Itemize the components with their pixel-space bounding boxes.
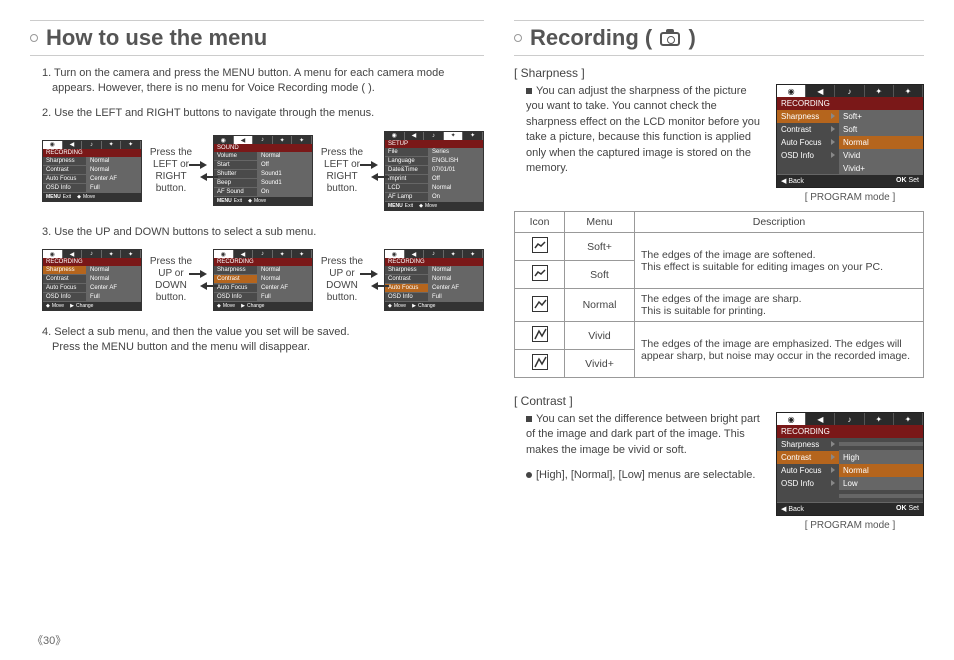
mini-menu-setup: ◉◀♪✦✦ SETUP FileSeries LanguageENGLISH D… <box>384 131 484 211</box>
soft-icon <box>532 265 548 281</box>
arrows-lr-1 <box>200 161 207 181</box>
mini-menu-sound: ◉◀♪✦✦ SOUND VolumeNormal StartOff Shutte… <box>213 135 313 206</box>
title-recording: Recording ( ) <box>514 20 924 56</box>
step-2: 2. Use the LEFT and RIGHT buttons to nav… <box>42 106 484 121</box>
arrows-ud-1 <box>200 270 207 290</box>
sharpness-menu: ◉◀♪✦✦ RECORDING SharpnessSoft+ ContrastS… <box>776 84 924 188</box>
td-soft-desc: The edges of the image are softened. Thi… <box>635 233 924 289</box>
td-vividplus: Vivid+ <box>565 350 635 378</box>
sharpness-caption: [ PROGRAM mode ] <box>776 192 924 203</box>
sharpness-heading: [ Sharpness ] <box>514 66 924 80</box>
td-soft: Soft <box>565 261 635 289</box>
title-bullet-r <box>514 34 522 42</box>
step-4: 4. Select a sub menu, and then the value… <box>42 325 484 355</box>
title-bullet <box>30 34 38 42</box>
sharpness-menu-wrap: ◉◀♪✦✦ RECORDING SharpnessSoft+ ContrastS… <box>776 84 924 203</box>
td-normal-desc: The edges of the image are sharp. This i… <box>635 289 924 322</box>
th-menu: Menu <box>565 212 635 233</box>
arrows-ud-2 <box>371 270 378 290</box>
normal-icon <box>532 296 548 312</box>
mini-menu-rec-a: ◉◀♪✦✦ RECORDING SharpnessNormal Contrast… <box>42 249 142 311</box>
mini-menu-rec-b: ◉◀♪✦✦ RECORDING SharpnessNormal Contrast… <box>213 249 313 311</box>
step-3: 3. Use the UP and DOWN buttons to select… <box>42 225 484 240</box>
th-desc: Description <box>635 212 924 233</box>
title-text-right: Recording ( ) <box>530 25 696 51</box>
note-lr-2: Press the LEFT or RIGHT button. <box>319 147 365 195</box>
title-text-left: How to use the menu <box>46 25 267 51</box>
note-ud-2: Press the UP or DOWN button. <box>319 256 365 304</box>
td-vivid: Vivid <box>565 322 635 350</box>
title-how-to: How to use the menu <box>30 20 484 56</box>
camera-icon <box>660 32 680 46</box>
screenshot-row-1: ◉◀♪✦✦ RECORDING SharpnessNormal Contrast… <box>42 131 484 211</box>
note-ud-1: Press the UP or DOWN button. <box>148 256 194 304</box>
contrast-heading: [ Contrast ] <box>514 394 924 408</box>
sharpness-row: You can adjust the sharpness of the pict… <box>514 84 924 203</box>
td-normal: Normal <box>565 289 635 322</box>
right-column: Recording ( ) [ Sharpness ] You can adju… <box>514 20 924 539</box>
contrast-text: You can set the difference between brigh… <box>514 412 766 484</box>
softplus-icon <box>532 237 548 253</box>
mini-menu-recording: ◉◀♪✦✦ RECORDING SharpnessNormal Contrast… <box>42 140 142 202</box>
sharpness-table: Icon Menu Description Soft+ The edges of… <box>514 211 924 378</box>
contrast-menu: ◉◀♪✦✦ RECORDING Sharpness ContrastHigh A… <box>776 412 924 516</box>
step-1: 1. Turn on the camera and press the MENU… <box>42 66 484 96</box>
td-softplus: Soft+ <box>565 233 635 261</box>
screenshot-row-2: ◉◀♪✦✦ RECORDING SharpnessNormal Contrast… <box>42 249 484 311</box>
left-column: How to use the menu 1. Turn on the camer… <box>30 20 484 539</box>
vividplus-icon <box>532 354 548 370</box>
contrast-row: You can set the difference between brigh… <box>514 412 924 531</box>
page-number: 《30》 <box>32 632 66 648</box>
vivid-icon <box>532 326 548 342</box>
note-lr-1: Press the LEFT or RIGHT button. <box>148 147 194 195</box>
sharpness-text: You can adjust the sharpness of the pict… <box>514 84 766 176</box>
th-icon: Icon <box>515 212 565 233</box>
contrast-menu-wrap: ◉◀♪✦✦ RECORDING Sharpness ContrastHigh A… <box>776 412 924 531</box>
mini-menu-rec-c: ◉◀♪✦✦ RECORDING SharpnessNormal Contrast… <box>384 249 484 311</box>
contrast-caption: [ PROGRAM mode ] <box>776 520 924 531</box>
arrows-lr-2 <box>371 161 378 181</box>
td-vivid-desc: The edges of the image are emphasized. T… <box>635 322 924 378</box>
